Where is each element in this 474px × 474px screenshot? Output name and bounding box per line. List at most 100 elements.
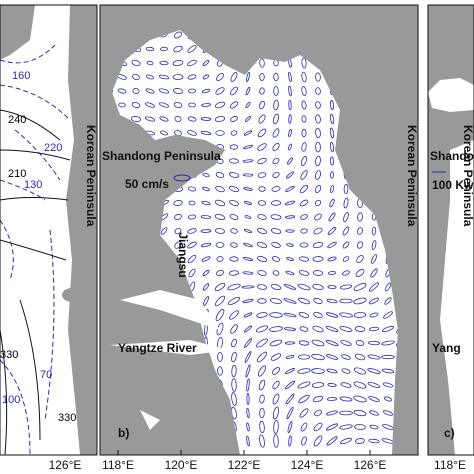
tidal-ellipse <box>298 394 310 404</box>
tidal-ellipse <box>300 228 308 234</box>
tidal-ellipse <box>188 200 196 206</box>
contour-label: 70 <box>40 369 52 381</box>
tidal-ellipse <box>287 157 293 165</box>
tidal-ellipse <box>285 229 295 233</box>
tidal-ellipse <box>246 392 250 406</box>
tidal-ellipse <box>215 228 225 234</box>
tidal-ellipse <box>270 200 282 206</box>
tidal-ellipse <box>200 215 212 219</box>
tidal-ellipse <box>327 256 337 262</box>
tidal-ellipse <box>202 74 210 80</box>
tidal-ellipse <box>259 394 265 404</box>
tidal-ellipse <box>259 420 265 434</box>
tidal-ellipse <box>243 130 253 136</box>
tidal-ellipse <box>371 254 377 264</box>
tidal-ellipse <box>343 211 349 223</box>
tidal-ellipse <box>187 241 197 249</box>
tidal-ellipse <box>371 240 377 250</box>
region-label: Korean Peninsula <box>461 125 474 227</box>
tidal-ellipse <box>200 242 212 248</box>
tidal-ellipse <box>173 101 183 109</box>
tidal-ellipse <box>216 269 224 277</box>
tidal-ellipse <box>132 73 140 81</box>
tidal-ellipse <box>340 340 352 346</box>
tidal-ellipse <box>214 295 226 307</box>
tidal-ellipse <box>298 270 310 276</box>
tidal-ellipse <box>230 86 238 96</box>
tidal-ellipse <box>284 200 296 206</box>
tidal-ellipse <box>258 114 266 124</box>
tidal-ellipse <box>353 409 367 417</box>
tidal-ellipse <box>257 298 267 304</box>
tidal-ellipse <box>187 59 197 67</box>
tidal-ellipse <box>246 422 250 432</box>
tidal-ellipse <box>368 396 380 402</box>
tidal-ellipse <box>315 72 321 82</box>
tidal-ellipse <box>269 312 283 318</box>
tidal-ellipse <box>297 368 311 374</box>
tidal-ellipse <box>339 424 353 430</box>
tidal-ellipse <box>312 395 324 403</box>
tidal-ellipse <box>326 410 338 416</box>
tidal-ellipse <box>339 410 353 416</box>
tidal-ellipse <box>315 141 321 153</box>
tidal-ellipse <box>174 213 182 221</box>
tidal-ellipse <box>287 143 293 151</box>
tidal-ellipse <box>202 283 210 291</box>
tidal-ellipse <box>271 186 281 192</box>
tidal-ellipse <box>284 341 296 345</box>
contour-label: 100 <box>2 394 20 406</box>
tidal-ellipse <box>246 378 250 392</box>
tidal-ellipse <box>174 129 182 137</box>
tidal-ellipse <box>272 406 280 420</box>
tidal-ellipse <box>312 325 324 333</box>
tidal-ellipse <box>342 226 350 236</box>
tidal-ellipse <box>242 173 254 177</box>
tidal-ellipse <box>244 201 252 205</box>
tidal-ellipse <box>381 325 395 333</box>
tidal-ellipse <box>246 407 250 419</box>
tidal-ellipse <box>327 271 337 275</box>
tidal-ellipse <box>259 58 265 68</box>
tidal-ellipse <box>230 130 238 136</box>
tidal-ellipse <box>144 102 156 108</box>
panel-c: Shando 100 Kw Korean Peninsula Yang c) <box>428 5 474 455</box>
tidal-ellipse <box>353 283 367 291</box>
tidal-ellipse <box>272 128 280 138</box>
tidal-ellipse <box>256 351 268 363</box>
tidal-ellipse <box>229 101 239 109</box>
tidal-ellipse <box>315 87 321 95</box>
tidal-ellipse <box>259 87 265 95</box>
panel-a: 160 240 220 210 130 330 70 100 330 Korea… <box>0 5 97 455</box>
tidal-ellipse <box>174 227 182 235</box>
tidal-ellipse <box>329 198 335 208</box>
tidal-ellipse <box>285 186 295 192</box>
tidal-ellipse <box>202 172 210 178</box>
tidal-ellipse <box>174 116 182 122</box>
tidal-ellipse <box>242 144 254 150</box>
tidal-ellipse <box>301 156 307 166</box>
contour-label: 240 <box>8 114 26 126</box>
sea <box>440 140 474 455</box>
tidal-ellipse <box>214 199 226 207</box>
tidal-ellipse <box>368 340 380 346</box>
tidal-ellipse <box>368 282 380 292</box>
tidal-ellipse <box>354 353 366 361</box>
x-tick-label: 118°E <box>102 458 134 472</box>
tidal-ellipse <box>342 256 350 262</box>
tidal-ellipse <box>355 340 365 346</box>
tidal-ellipse <box>160 46 168 52</box>
tidal-ellipse <box>187 74 197 80</box>
tidal-ellipse <box>299 326 309 332</box>
tidal-ellipse <box>257 227 267 235</box>
contour-label: 130 <box>24 179 42 191</box>
tidal-ellipse <box>339 396 353 402</box>
tidal-ellipse <box>257 214 267 220</box>
tidal-ellipse <box>383 396 393 402</box>
tidal-ellipse <box>326 368 338 374</box>
scale-label: 50 cm/s <box>125 177 169 191</box>
tidal-ellipse <box>283 312 297 318</box>
tidal-ellipse <box>272 393 280 405</box>
tidal-ellipse <box>325 339 339 347</box>
tidal-ellipse <box>246 435 250 447</box>
